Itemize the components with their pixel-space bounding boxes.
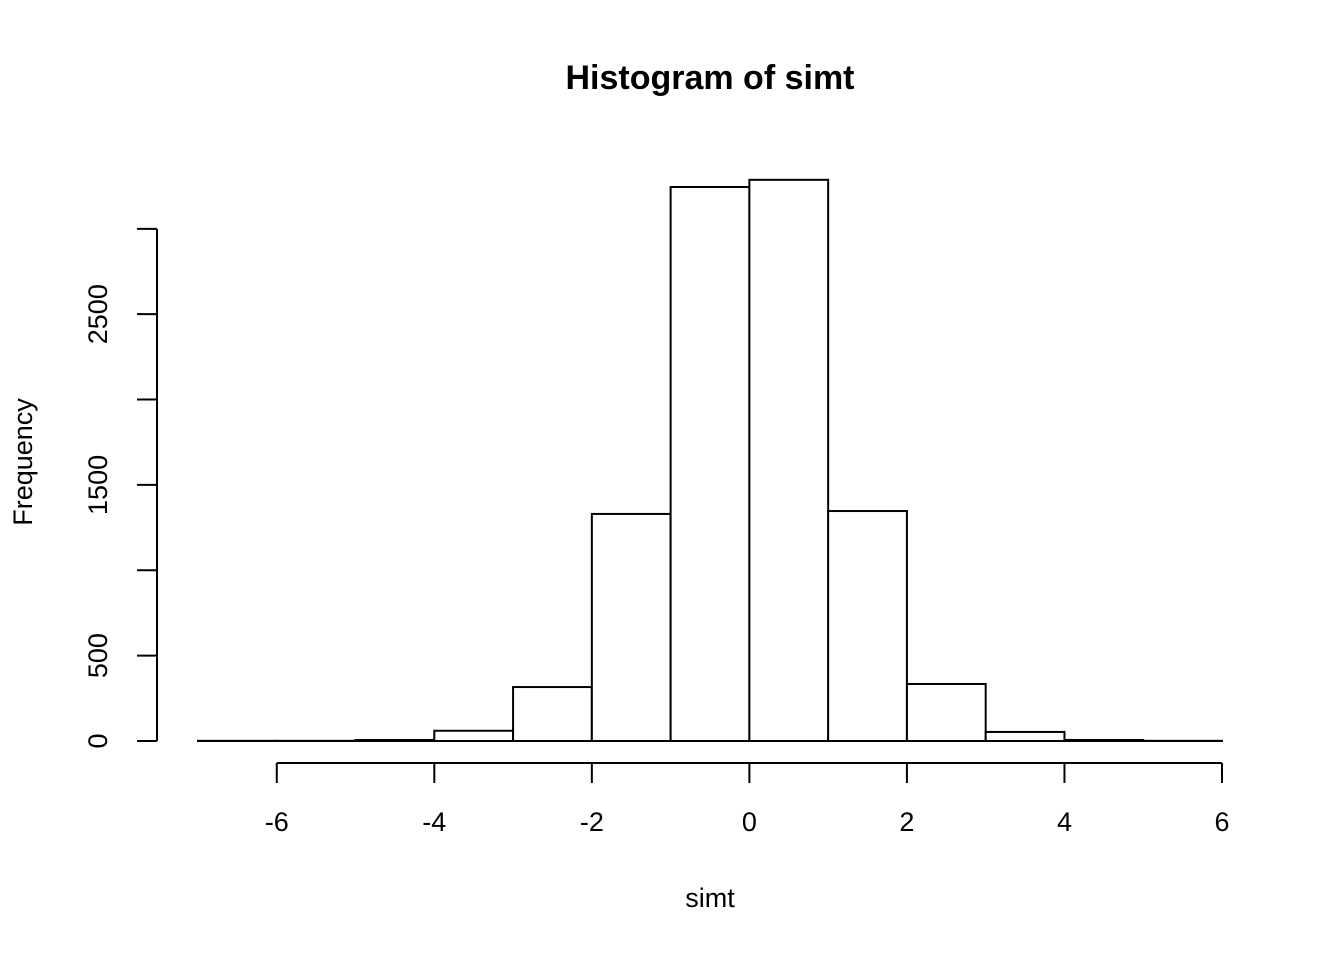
x-tick-label: 2 bbox=[899, 807, 914, 837]
bar bbox=[907, 684, 986, 741]
y-tick-label: 0 bbox=[83, 733, 113, 748]
x-tick-label: -6 bbox=[265, 807, 289, 837]
bar bbox=[513, 687, 592, 741]
x-tick-label: -2 bbox=[580, 807, 604, 837]
bar bbox=[356, 740, 435, 741]
x-axis-label: simt bbox=[685, 883, 735, 913]
bar bbox=[592, 514, 671, 741]
chart-title: Histogram of simt bbox=[565, 59, 854, 97]
bar bbox=[986, 732, 1065, 741]
y-tick-label: 2500 bbox=[83, 284, 113, 344]
bar bbox=[749, 180, 828, 741]
y-tick-label: 500 bbox=[83, 633, 113, 678]
bar bbox=[1064, 740, 1143, 741]
x-tick-label: -4 bbox=[422, 807, 446, 837]
x-tick-label: 4 bbox=[1057, 807, 1072, 837]
x-tick-label: 0 bbox=[742, 807, 757, 837]
y-axis-label: Frequency bbox=[8, 398, 38, 526]
bar bbox=[434, 731, 513, 741]
y-tick-label: 1500 bbox=[83, 455, 113, 515]
bar bbox=[828, 511, 907, 741]
x-tick-label: 6 bbox=[1214, 807, 1229, 837]
bar bbox=[671, 187, 750, 741]
